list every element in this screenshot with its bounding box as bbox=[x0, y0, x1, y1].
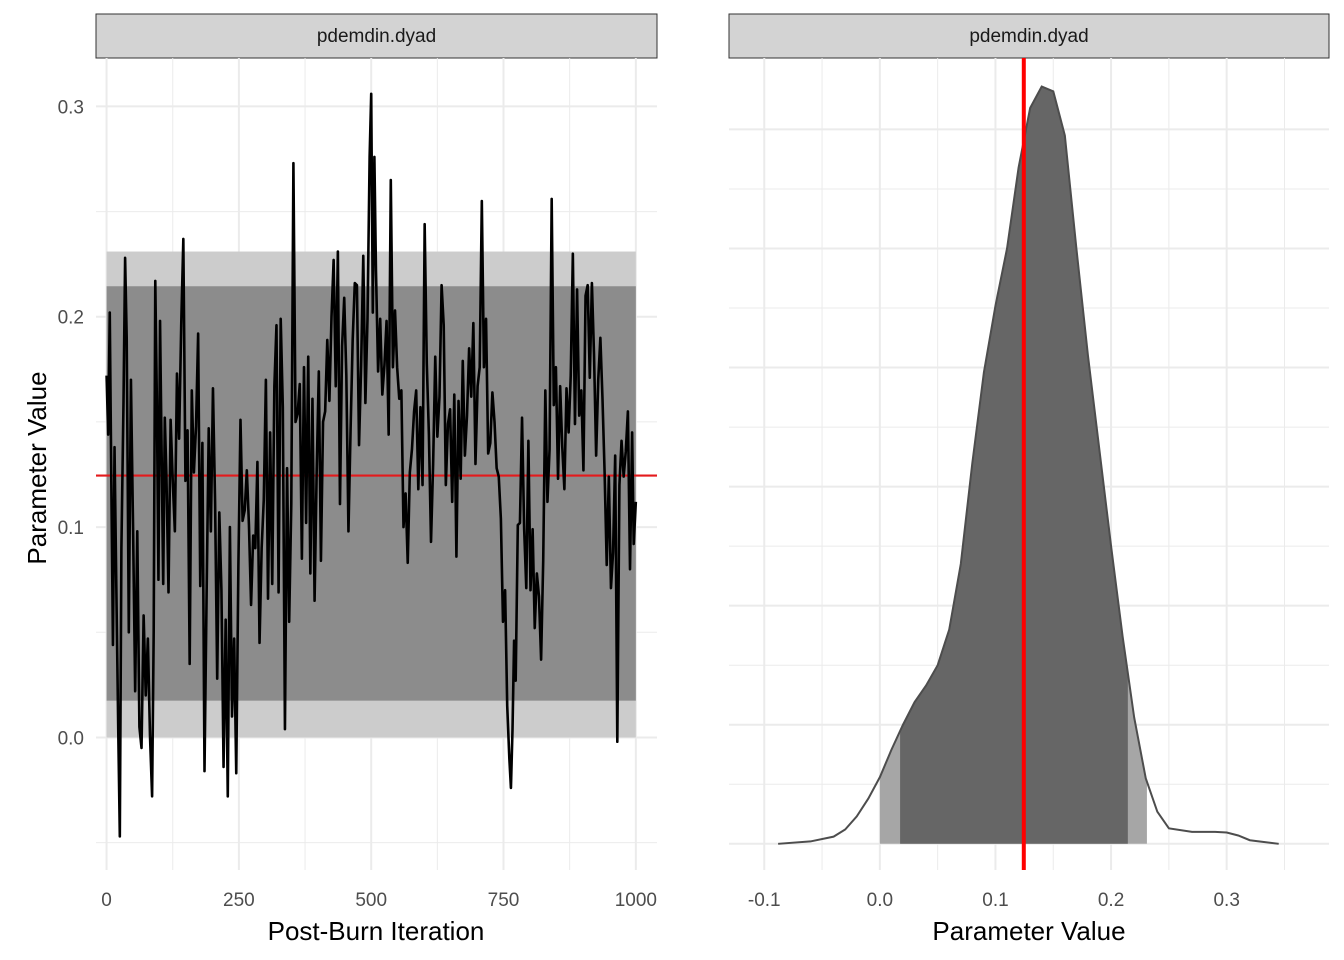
left-panel-strip-title: pdemdin.dyad bbox=[317, 26, 436, 47]
left-panel-strip: pdemdin.dyad bbox=[95, 13, 658, 59]
right-x-tick-label: 0.1 bbox=[982, 890, 1008, 911]
left-x-tick-label: 500 bbox=[355, 890, 387, 911]
right-x-tick-label: 0.3 bbox=[1213, 890, 1239, 911]
left-x-axis-title: Post-Burn Iteration bbox=[268, 916, 485, 946]
right-panel-strip: pdemdin.dyad bbox=[728, 13, 1330, 59]
right-density-inner-interval bbox=[900, 86, 1128, 844]
right-panel-tick-labels: -0.1 0.0 0.1 0.2 0.3 bbox=[748, 890, 1240, 911]
left-y-tick-label: 0.1 bbox=[58, 518, 84, 539]
left-y-tick-label: 0.3 bbox=[58, 97, 84, 118]
left-panel-tick-labels: 0 250 500 750 1000 0.0 0.1 0.2 0.3 bbox=[58, 97, 657, 911]
left-y-tick-label: 0.0 bbox=[58, 728, 84, 749]
left-panel-trace-group bbox=[105, 92, 638, 838]
left-credible-band-inner bbox=[106, 286, 636, 701]
left-trace-line bbox=[105, 92, 638, 838]
right-x-tick-label: 0.0 bbox=[867, 890, 893, 911]
left-x-tick-label: 0 bbox=[101, 890, 112, 911]
right-x-tick-label: 0.2 bbox=[1098, 890, 1124, 911]
left-panel-credible-bands bbox=[106, 251, 636, 738]
right-x-tick-label: -0.1 bbox=[748, 890, 781, 911]
left-x-tick-label: 750 bbox=[488, 890, 520, 911]
left-x-tick-label: 250 bbox=[223, 890, 255, 911]
left-y-axis-title: Parameter Value bbox=[22, 371, 52, 564]
left-x-tick-label: 1000 bbox=[615, 890, 657, 911]
right-x-axis-title: Parameter Value bbox=[932, 916, 1125, 946]
left-y-tick-label: 0.2 bbox=[58, 308, 84, 329]
right-panel-strip-title: pdemdin.dyad bbox=[969, 26, 1088, 47]
right-panel-density-group bbox=[778, 85, 1279, 845]
